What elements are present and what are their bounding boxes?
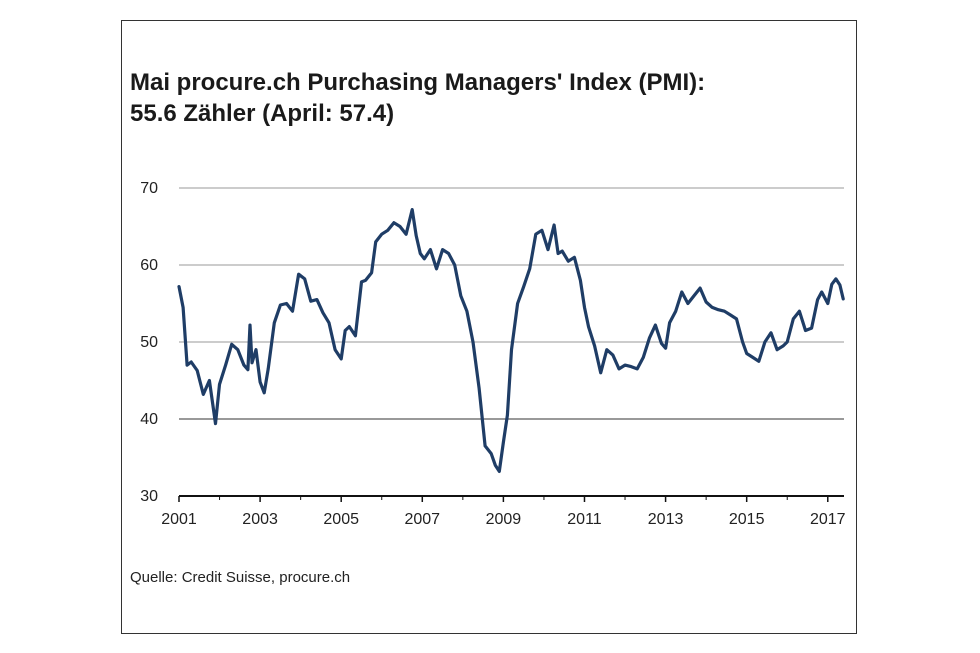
x-tick-label-2009: 2009 [486, 511, 522, 528]
x-tick-label-2013: 2013 [648, 511, 684, 528]
chart-subtitle: 55.6 Zähler (April: 57.4) [130, 100, 395, 127]
x-tick-label-2001: 2001 [161, 511, 197, 528]
y-tick-label-50: 50 [140, 334, 158, 351]
x-tick-label-2005: 2005 [323, 511, 359, 528]
y-tick-label-30: 30 [140, 488, 158, 505]
x-tick-label-2017: 2017 [810, 511, 846, 528]
y-tick-label-60: 60 [140, 257, 158, 274]
chart-title-line1: Mai procure.ch Purchasing Managers' Inde… [130, 69, 706, 96]
chart-title: Mai procure.ch Purchasing Managers' Inde… [130, 67, 705, 129]
y-tick-label-40: 40 [140, 411, 158, 428]
chart-frame: Mai procure.ch Purchasing Managers' Inde… [121, 20, 857, 634]
x-tick-label-2015: 2015 [729, 511, 765, 528]
x-tick-label-2003: 2003 [242, 511, 278, 528]
series-line-0 [177, 208, 845, 473]
x-tick-label-2011: 2011 [567, 511, 602, 528]
y-tick-label-70: 70 [140, 180, 158, 197]
pmi-line-chart: 30 40 50 60 70 2001 2003 2005 2007 2009 2011 2013 20… [140, 180, 846, 528]
source-note: Quelle: Credit Suisse, procure.ch [130, 569, 351, 586]
x-tick-label-2007: 2007 [404, 511, 440, 528]
